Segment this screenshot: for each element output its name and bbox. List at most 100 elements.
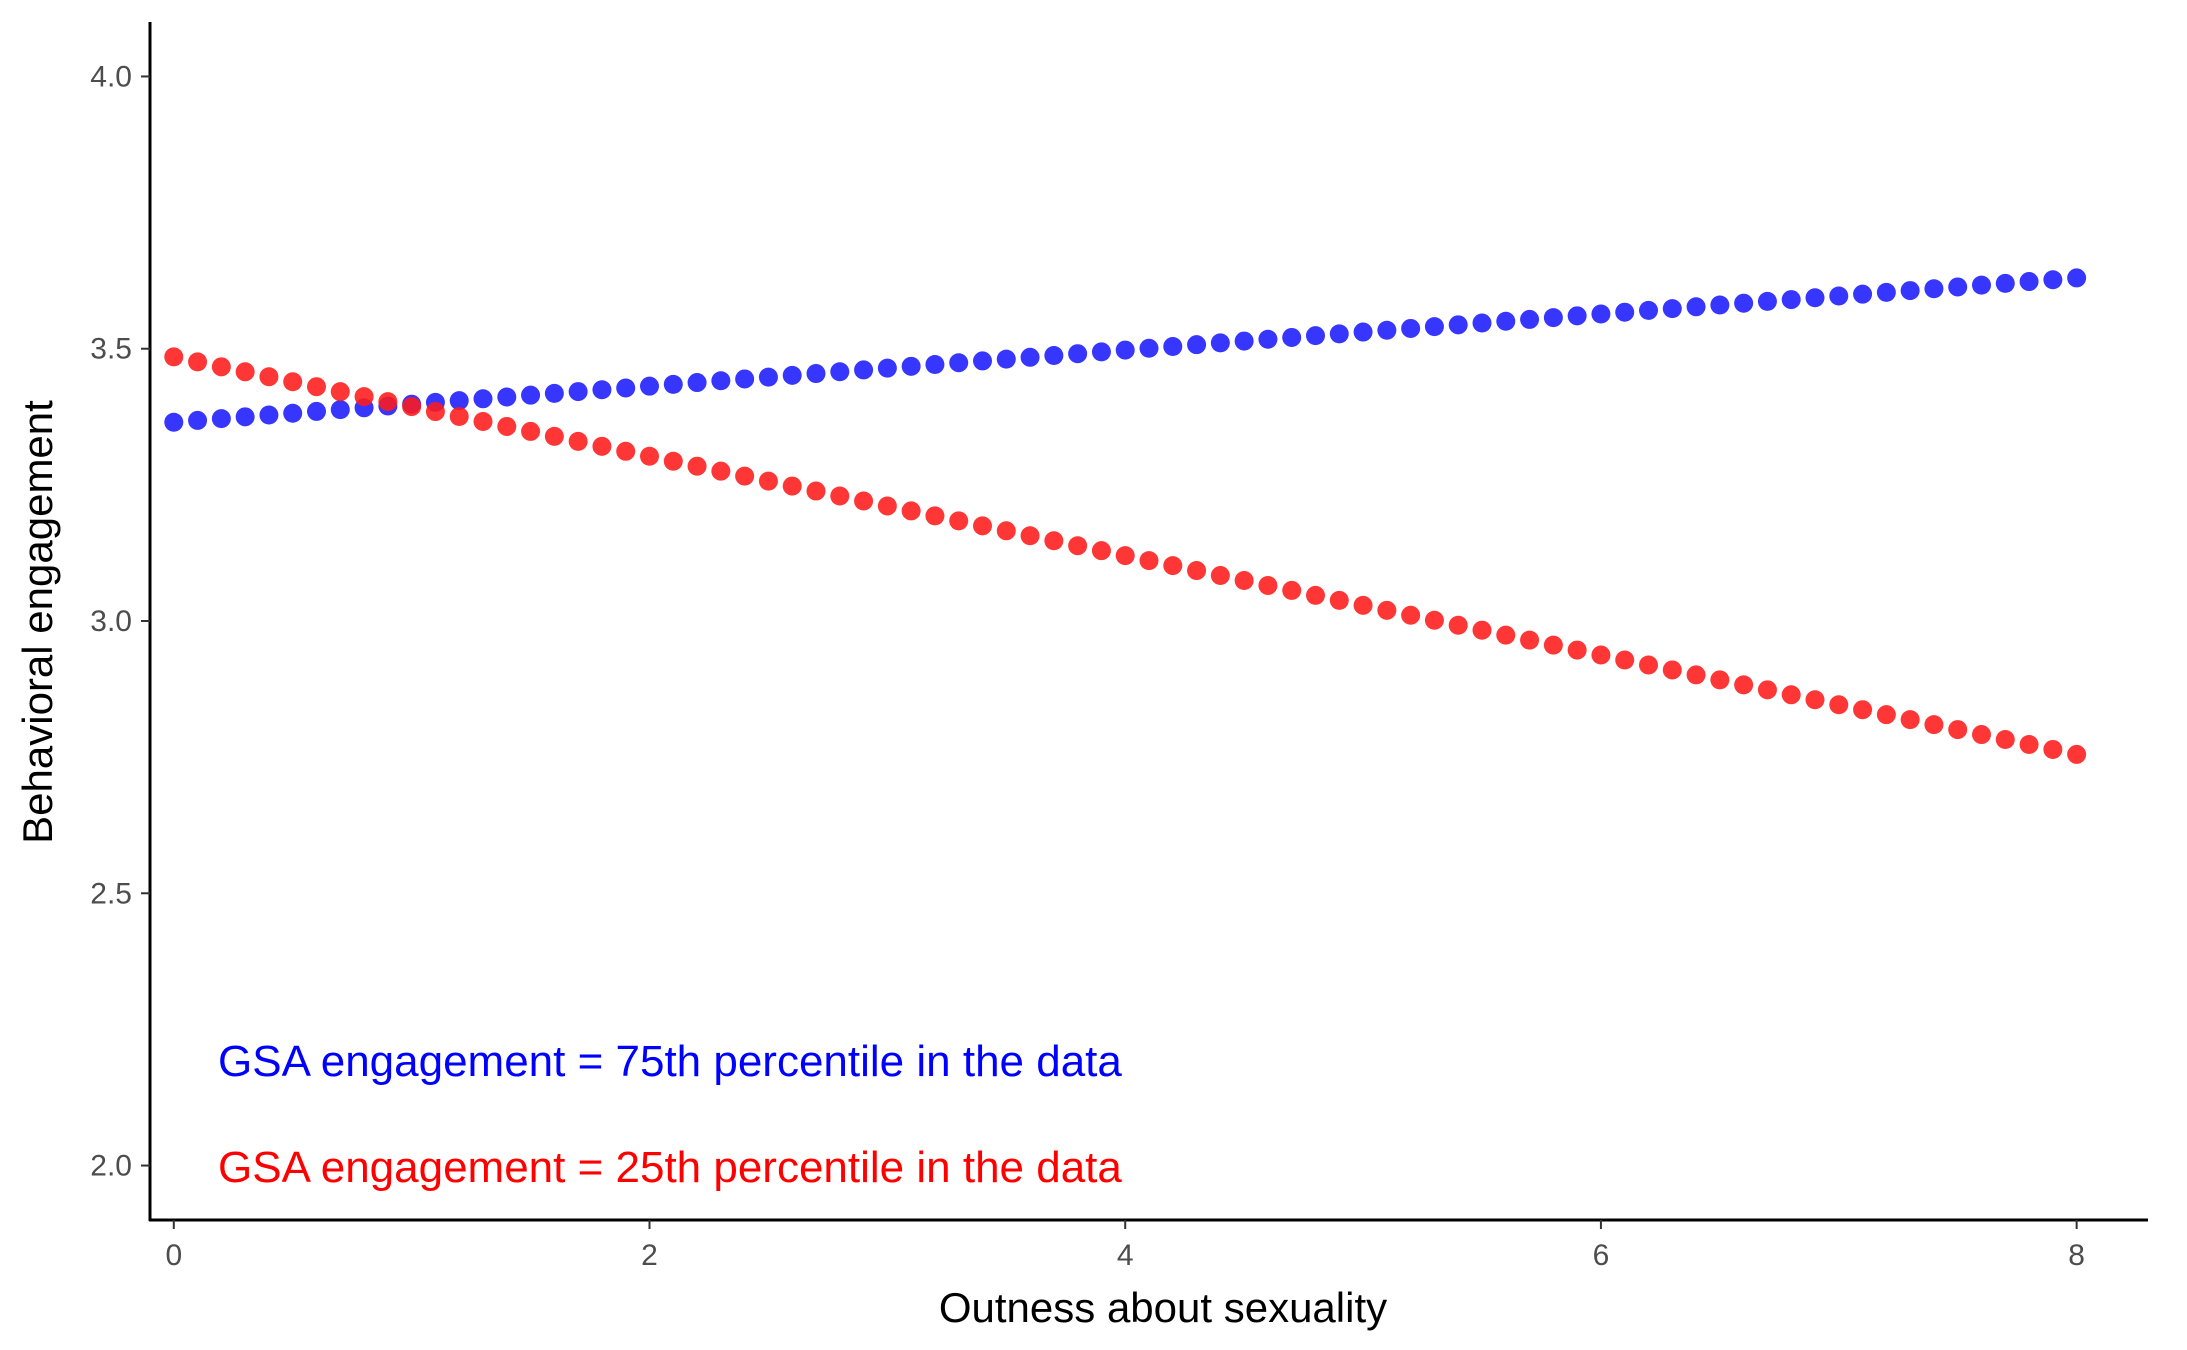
data-point — [568, 382, 588, 402]
data-point — [1282, 580, 1302, 600]
data-point — [1187, 335, 1207, 355]
data-point — [378, 392, 398, 412]
data-point — [711, 461, 731, 481]
data-point — [687, 456, 707, 476]
data-point — [1115, 340, 1135, 360]
data-point — [1187, 561, 1207, 581]
data-point — [1567, 640, 1587, 660]
data-point — [1377, 320, 1397, 340]
data-point — [1543, 308, 1563, 328]
data-point — [1805, 690, 1825, 710]
x-ticks: 0 2 4 6 8 — [165, 1220, 2085, 1272]
data-point — [592, 436, 612, 456]
data-point — [1068, 344, 1088, 364]
data-point — [1234, 570, 1254, 590]
data-point — [354, 387, 374, 407]
data-point — [1520, 309, 1540, 329]
data-point — [830, 486, 850, 506]
data-point — [1710, 670, 1730, 690]
data-point — [307, 377, 326, 397]
data-point — [1853, 700, 1873, 720]
data-point — [1615, 302, 1635, 322]
data-point — [1091, 541, 1111, 561]
data-point — [235, 407, 255, 427]
y-tick-label: 2.5 — [90, 877, 132, 910]
data-point — [1163, 556, 1183, 576]
data-point — [1210, 566, 1230, 586]
data-point — [1972, 275, 1991, 295]
data-point — [164, 412, 184, 432]
data-point — [758, 471, 778, 491]
data-point — [1686, 665, 1706, 685]
y-axis-title: Behavioral engagement — [14, 400, 61, 844]
data-point — [901, 501, 921, 521]
data-point — [402, 397, 422, 417]
data-point — [2043, 270, 2063, 290]
data-point — [211, 409, 231, 429]
data-point — [1948, 720, 1968, 740]
data-point — [235, 362, 255, 382]
data-point — [1139, 551, 1159, 571]
data-point — [687, 373, 707, 393]
data-point — [1853, 284, 1873, 304]
data-point — [996, 349, 1016, 369]
data-point — [1662, 299, 1682, 319]
data-point — [1448, 615, 1468, 635]
data-point — [1876, 705, 1896, 725]
data-point — [1496, 311, 1516, 331]
data-point — [1424, 317, 1444, 337]
series-1 — [164, 347, 2087, 764]
data-point — [901, 356, 921, 376]
data-point — [497, 387, 517, 407]
data-point — [1329, 324, 1349, 344]
data-point — [2019, 734, 2039, 754]
data-point — [925, 506, 945, 526]
data-point — [1734, 293, 1754, 313]
data-point — [663, 451, 683, 471]
data-point — [973, 516, 992, 536]
data-point — [1424, 610, 1444, 630]
data-point — [1757, 291, 1777, 311]
y-tick-label: 2.0 — [90, 1150, 132, 1183]
data-point — [1210, 333, 1230, 353]
data-point — [1472, 620, 1492, 640]
x-tick-label: 0 — [165, 1239, 182, 1272]
data-point — [1068, 536, 1088, 556]
data-point — [2067, 268, 2087, 288]
data-point — [1020, 526, 1040, 546]
data-point — [1306, 585, 1325, 605]
data-point — [1876, 282, 1896, 302]
data-point — [1353, 595, 1373, 615]
data-point — [806, 481, 826, 501]
data-point — [188, 352, 208, 372]
data-point — [211, 357, 231, 377]
data-point — [449, 407, 469, 427]
y-ticks: 2.0 2.5 3.0 3.5 4.0 — [90, 60, 150, 1183]
data-point — [663, 374, 683, 394]
data-point — [1163, 336, 1183, 356]
data-point — [1639, 300, 1658, 320]
data-point — [1972, 725, 1991, 745]
data-point — [497, 416, 517, 436]
data-point — [544, 383, 564, 403]
data-point — [1401, 318, 1421, 338]
data-point — [544, 426, 564, 446]
data-point — [2019, 272, 2039, 292]
y-tick-label: 3.0 — [90, 605, 132, 638]
data-point — [1615, 650, 1635, 670]
data-point — [616, 441, 636, 461]
data-point — [806, 364, 826, 384]
data-point — [473, 411, 493, 431]
data-point — [330, 400, 350, 420]
data-point — [307, 401, 326, 421]
data-point — [1448, 315, 1468, 335]
data-point — [1353, 322, 1373, 342]
annotation-25th-percentile: GSA engagement = 25th percentile in the … — [218, 1143, 1122, 1192]
data-point — [1662, 660, 1682, 680]
data-point — [1044, 531, 1064, 551]
annotation-75th-percentile: GSA engagement = 75th percentile in the … — [218, 1037, 1122, 1086]
data-point — [1948, 277, 1968, 297]
data-point — [473, 389, 493, 409]
data-point — [164, 347, 184, 367]
data-point — [996, 521, 1016, 541]
